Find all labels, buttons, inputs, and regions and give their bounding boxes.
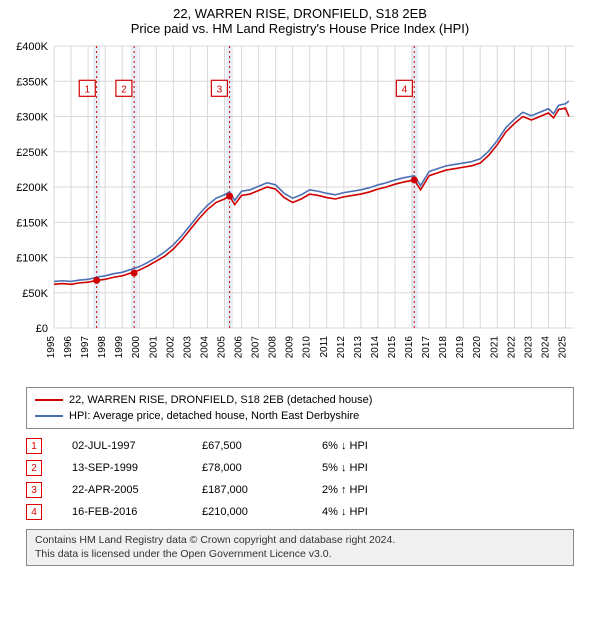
x-axis-label: 2002 [165, 336, 176, 359]
x-axis-label: 2007 [251, 336, 262, 359]
chart-titles: 22, WARREN RISE, DRONFIELD, S18 2EB Pric… [0, 0, 600, 38]
marker-number: 4 [402, 84, 408, 95]
y-axis-label: £300K [16, 112, 48, 124]
x-axis-label: 2009 [285, 336, 296, 359]
x-axis-label: 1996 [63, 336, 74, 359]
transaction-row: 2 13-SEP-1999£78,0005% ↓ HPI [26, 457, 574, 479]
title-line-2: Price paid vs. HM Land Registry's House … [0, 21, 600, 36]
x-axis-label: 2013 [353, 336, 364, 359]
x-axis-label: 2006 [234, 336, 245, 359]
x-axis-label: 1995 [46, 336, 57, 359]
x-axis-label: 2023 [523, 336, 534, 359]
x-axis-label: 2010 [302, 336, 313, 359]
y-axis-label: £400K [16, 41, 48, 53]
transaction-marker: 2 [26, 460, 42, 476]
x-axis-label: 2000 [131, 336, 142, 359]
transaction-diff: 5% ↓ HPI [322, 462, 442, 474]
legend-item: 22, WARREN RISE, DRONFIELD, S18 2EB (det… [35, 392, 565, 408]
transaction-row: 1 02-JUL-1997£67,5006% ↓ HPI [26, 435, 574, 457]
legend: 22, WARREN RISE, DRONFIELD, S18 2EB (det… [26, 387, 574, 429]
x-axis-label: 2011 [319, 336, 330, 358]
legend-swatch [35, 399, 63, 401]
x-axis-label: 2019 [455, 336, 466, 359]
x-axis-label: 1998 [97, 336, 108, 359]
x-axis-label: 2022 [506, 336, 517, 359]
x-axis-label: 2003 [182, 336, 193, 359]
marker-dot [93, 277, 100, 284]
y-axis-label: £350K [16, 76, 48, 88]
transaction-marker: 1 [26, 438, 42, 454]
y-axis-label: £200K [16, 182, 48, 194]
transaction-diff: 2% ↑ HPI [322, 484, 442, 496]
x-axis-label: 2020 [472, 336, 483, 359]
x-axis-label: 2014 [370, 336, 381, 359]
transaction-date: 16-FEB-2016 [72, 506, 202, 518]
x-axis-label: 2016 [404, 336, 415, 359]
title-line-1: 22, WARREN RISE, DRONFIELD, S18 2EB [0, 6, 600, 21]
x-axis-label: 1997 [80, 336, 91, 359]
price-chart: £0 £50K £100K £150K £200K £250K £300K £350K £400… [0, 38, 600, 378]
marker-number: 2 [121, 84, 127, 95]
x-axis-label: 2008 [268, 336, 279, 359]
x-axis-label: 2004 [199, 336, 210, 359]
marker-number: 3 [217, 84, 223, 95]
legend-label: 22, WARREN RISE, DRONFIELD, S18 2EB (det… [69, 392, 372, 408]
page: 22, WARREN RISE, DRONFIELD, S18 2EB Pric… [0, 0, 600, 566]
x-axis-label: 2005 [216, 336, 227, 359]
marker-dot [226, 193, 233, 200]
footer-attribution: Contains HM Land Registry data © Crown c… [26, 529, 574, 566]
y-axis-label: £0 [36, 323, 48, 335]
x-axis-label: 2001 [148, 336, 159, 359]
y-axis-label: £100K [16, 253, 48, 265]
x-axis-label: 2024 [540, 336, 551, 359]
transaction-date: 13-SEP-1999 [72, 462, 202, 474]
x-axis-label: 2015 [387, 336, 398, 359]
marker-number: 1 [84, 84, 90, 95]
transaction-date: 02-JUL-1997 [72, 440, 202, 452]
y-axis-label: £50K [22, 288, 48, 300]
transaction-marker: 3 [26, 482, 42, 498]
transaction-price: £67,500 [202, 440, 322, 452]
footer-line-2: This data is licensed under the Open Gov… [35, 548, 565, 562]
legend-item: HPI: Average price, detached house, Nort… [35, 408, 565, 424]
transaction-marker: 4 [26, 504, 42, 520]
transaction-row: 4 16-FEB-2016£210,0004% ↓ HPI [26, 501, 574, 523]
x-axis-label: 2012 [336, 336, 347, 359]
transaction-price: £78,000 [202, 462, 322, 474]
footer-line-1: Contains HM Land Registry data © Crown c… [35, 534, 565, 548]
transactions-table: 102-JUL-1997£67,5006% ↓ HPI213-SEP-1999£… [26, 435, 574, 523]
legend-label: HPI: Average price, detached house, Nort… [69, 408, 359, 424]
transaction-date: 22-APR-2005 [72, 484, 202, 496]
transaction-price: £210,000 [202, 506, 322, 518]
marker-dot [411, 176, 418, 183]
transaction-price: £187,000 [202, 484, 322, 496]
transaction-diff: 4% ↓ HPI [322, 506, 442, 518]
x-axis-label: 2021 [489, 336, 500, 359]
x-axis-label: 2017 [421, 336, 432, 359]
x-axis-label: 2025 [557, 336, 568, 359]
transaction-row: 3 22-APR-2005£187,0002% ↑ HPI [26, 479, 574, 501]
marker-dot [131, 270, 138, 277]
transaction-diff: 6% ↓ HPI [322, 440, 442, 452]
y-axis-label: £150K [16, 217, 48, 229]
legend-swatch [35, 415, 63, 417]
y-axis-label: £250K [16, 147, 48, 159]
x-axis-label: 2018 [438, 336, 449, 359]
x-axis-label: 1999 [114, 336, 125, 359]
